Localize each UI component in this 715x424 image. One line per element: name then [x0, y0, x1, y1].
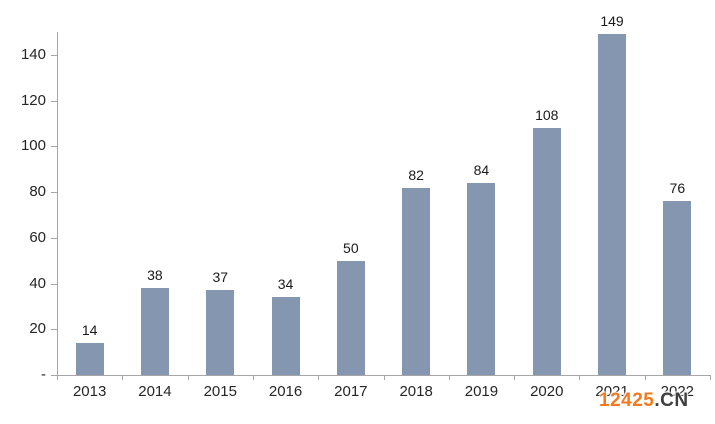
bar-value-label: 149	[600, 13, 624, 30]
bar-value-label: 50	[343, 239, 359, 256]
x-axis-label: 2017	[334, 383, 368, 400]
x-tick-mark	[579, 375, 581, 380]
bar-2020	[532, 128, 561, 375]
x-axis-label: 2018	[399, 383, 433, 400]
y-tick-mark	[51, 329, 57, 331]
bar-value-label: 108	[535, 107, 559, 124]
y-tick-mark	[51, 192, 57, 194]
watermark-suffix: .CN	[654, 390, 689, 411]
y-axis-label: 80	[29, 183, 46, 201]
y-axis-label: 120	[20, 91, 46, 109]
y-tick-mark	[51, 100, 57, 102]
x-axis-label: 2022	[660, 383, 695, 400]
x-tick-mark	[252, 375, 254, 380]
bar-value-label: 37	[212, 269, 229, 286]
x-axis-label: 2015	[203, 383, 237, 400]
y-axis-label: 140	[20, 46, 46, 63]
y-axis-label: 20	[29, 320, 46, 338]
bar-value-label: 84	[473, 162, 490, 178]
bar-2018	[402, 187, 431, 375]
x-axis-label: 2020	[530, 383, 564, 400]
y-axis-line	[57, 32, 58, 375]
y-axis-label: 40	[29, 274, 46, 292]
y-tick-mark	[51, 146, 57, 148]
bar-value-label: 76	[669, 180, 686, 197]
x-axis-label: 2014	[138, 383, 172, 400]
y-tick-mark	[51, 55, 57, 56]
x-tick-mark	[710, 375, 711, 380]
bar-value-label: 34	[277, 276, 294, 293]
bar-2021	[598, 34, 627, 375]
bar-2014	[140, 288, 169, 375]
x-axis-label: 2013	[72, 383, 107, 400]
bar-2016	[271, 297, 300, 375]
y-tick-mark	[51, 237, 57, 239]
bar-2013	[75, 343, 104, 375]
x-axis-label: 2019	[464, 383, 499, 400]
bar-value-label: 82	[408, 166, 424, 183]
x-tick-mark	[57, 375, 58, 380]
y-axis-label: -	[41, 366, 46, 383]
y-tick-mark	[51, 375, 57, 376]
x-tick-mark	[383, 375, 385, 380]
x-axis-label: 2021	[595, 383, 629, 400]
bar-value-label: 14	[81, 322, 98, 338]
x-tick-mark	[514, 375, 516, 380]
x-tick-mark	[187, 375, 189, 380]
bar-value-label: 38	[147, 267, 163, 284]
watermark-number: 12425	[599, 390, 655, 411]
watermark: 12425.CN	[599, 390, 689, 412]
x-axis-label: 2016	[268, 383, 303, 400]
x-tick-mark	[644, 375, 646, 380]
x-tick-mark	[122, 375, 124, 380]
bar-2022	[663, 201, 692, 375]
bar-2019	[467, 183, 496, 375]
y-axis-label: 60	[29, 228, 46, 246]
y-tick-mark	[51, 283, 57, 285]
bar-2015	[206, 290, 235, 375]
bar-2017	[336, 260, 365, 375]
x-tick-mark	[448, 375, 450, 380]
x-tick-mark	[318, 375, 320, 380]
y-axis-label: 100	[20, 137, 46, 155]
